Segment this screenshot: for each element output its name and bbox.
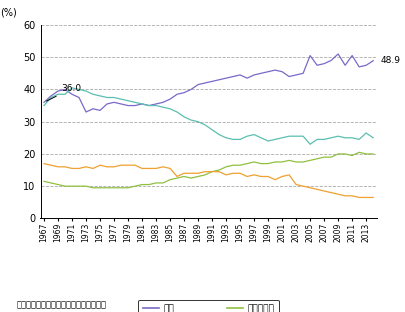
Legend: 大学, 高校卒業（進学せず）, 高校在学中, 高校中退: 大学, 高校卒業（進学せず）, 高校在学中, 高校中退 [139,300,279,312]
Text: (%): (%) [0,7,17,17]
Text: 48.9: 48.9 [380,56,400,65]
Text: 資料：米国商務省から経済産業省作成。: 資料：米国商務省から経済産業省作成。 [16,300,106,309]
Text: 36.0: 36.0 [47,84,82,101]
